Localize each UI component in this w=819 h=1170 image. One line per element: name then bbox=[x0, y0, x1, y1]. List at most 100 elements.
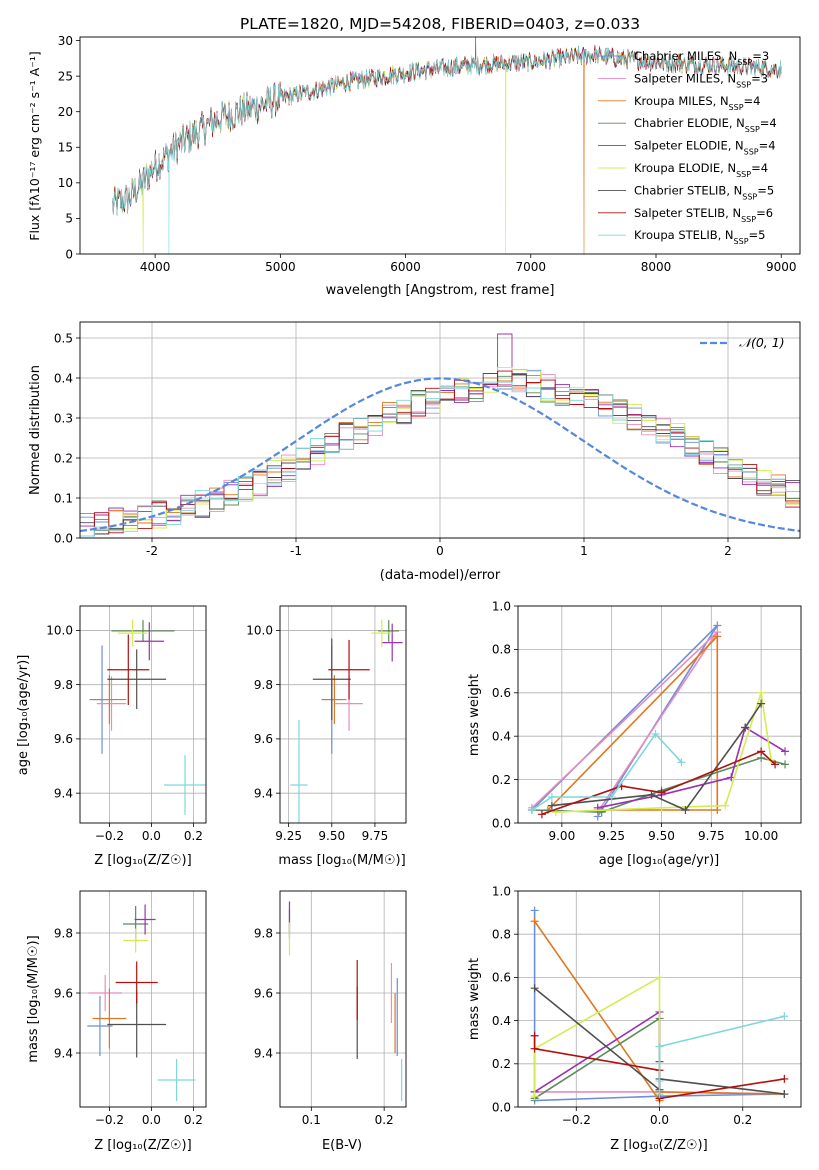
x-tick-label: 9.50 bbox=[648, 829, 675, 843]
histogram-chabrier-stelib bbox=[80, 373, 800, 535]
histogram-kroupa-stelib bbox=[80, 381, 800, 537]
histogram-salpeter-elodie bbox=[80, 333, 800, 527]
plot-area-mass_vs_Z bbox=[87, 904, 196, 1101]
weight-marker-salpeter-stelib bbox=[657, 788, 666, 797]
histogram-salpeter-stelib bbox=[80, 370, 800, 537]
y-tick-label: 9.6 bbox=[254, 732, 273, 746]
weight-line-kroupa-miles bbox=[547, 634, 719, 811]
plot-area-age_vs_Z bbox=[89, 619, 206, 815]
y-tick-label: 10 bbox=[58, 176, 73, 190]
y-tick-label: 9.8 bbox=[254, 678, 273, 692]
x-tick-label: 10.00 bbox=[744, 829, 778, 843]
x-tick-label: 0.2 bbox=[733, 1113, 752, 1127]
y-axis-label: mass weight bbox=[467, 674, 482, 756]
x-tick-label: 9.25 bbox=[598, 829, 625, 843]
y-tick-label: 9.8 bbox=[254, 926, 273, 940]
panel-weight_vs_Z: −0.2 0.0 0.2 0.0 0.2 0.4 0.6 0.8 1.0 Z [log₁₀(Z/Z… bbox=[467, 884, 802, 1153]
chart-panels: 4000 5000 6000 7000 8000 9000051015202530Chab… bbox=[16, 34, 802, 1153]
x-tick-label: 0.0 bbox=[142, 829, 161, 843]
axes-frame bbox=[279, 890, 407, 1108]
y-tick-label: 0.6 bbox=[492, 971, 511, 985]
x-tick-label: 4000 bbox=[140, 260, 171, 274]
spectrum-line-kroupa-stelib bbox=[112, 45, 782, 254]
y-tick-label: 10.0 bbox=[246, 624, 273, 638]
normal-curve bbox=[80, 377, 800, 533]
plot-area-age_vs_mass bbox=[290, 619, 403, 823]
y-tick-label: 1.0 bbox=[492, 884, 511, 898]
y-axis-label: mass weight bbox=[467, 958, 482, 1040]
weight-marker-chabrier-stelib bbox=[530, 984, 539, 993]
weight-line-kroupa-elodie bbox=[533, 976, 661, 1097]
y-axis-label: Flux [fλ10⁻¹⁷ erg cm⁻² s⁻¹ A⁻¹] bbox=[27, 51, 42, 240]
legend-label-normal: 𝒩(0, 1) bbox=[739, 335, 785, 350]
y-tick-label: 9.8 bbox=[54, 678, 73, 692]
weight-marker-salpeter-stelib bbox=[757, 747, 766, 756]
x-axis-label: Z [log₁₀(Z/Z☉)] bbox=[610, 1138, 707, 1153]
x-axis-label: E(B-V) bbox=[322, 1138, 362, 1153]
x-tick-label: 0.2 bbox=[184, 829, 203, 843]
y-tick-label: 0.6 bbox=[492, 686, 511, 700]
weight-marker-chabrier-stelib bbox=[757, 699, 766, 708]
x-tick-label: 1 bbox=[580, 544, 588, 558]
y-tick-label: 1.0 bbox=[492, 599, 511, 613]
y-tick-label: 0.4 bbox=[54, 371, 73, 385]
legend-label-chabrier-stelib: Chabrier STELIB, NSSP=5 bbox=[634, 183, 774, 201]
x-axis-label: wavelength [Angstrom, rest frame] bbox=[326, 283, 555, 298]
x-tick-label: 0.2 bbox=[375, 1113, 394, 1127]
weight-marker-kroupa-stelib bbox=[655, 1090, 664, 1099]
weight-marker-chabrier-stelib bbox=[647, 790, 656, 799]
x-tick-label: -2 bbox=[146, 544, 158, 558]
weight-marker-chabrier-stelib bbox=[780, 1090, 789, 1099]
weight-marker-salpeter-stelib bbox=[530, 1031, 539, 1040]
panel-age_vs_Z: −0.2 0.0 0.2 9.4 9.6 9.8 10.0 Z [log₁₀(Z/Z☉)] ag… bbox=[16, 605, 207, 868]
y-tick-label: 0.5 bbox=[54, 331, 73, 345]
y-tick-label: 0.4 bbox=[492, 1014, 511, 1028]
y-tick-label: 0.0 bbox=[54, 531, 73, 545]
weight-marker-kroupa-elodie bbox=[657, 803, 666, 812]
y-tick-label: 25 bbox=[58, 69, 73, 83]
y-tick-label: 20 bbox=[58, 105, 73, 119]
weight-marker-kroupa-miles bbox=[713, 805, 722, 814]
x-tick-label: 9.25 bbox=[275, 829, 302, 843]
weight-line-kroupa-stelib bbox=[658, 1015, 785, 1094]
x-tick-label: −0.2 bbox=[95, 1113, 124, 1127]
weight-marker-chabrier-stelib bbox=[547, 801, 556, 810]
x-tick-label: 0.1 bbox=[302, 1113, 321, 1127]
weight-marker-kroupa-elodie bbox=[757, 688, 766, 697]
plot-area-mass_vs_ebv bbox=[288, 901, 403, 1101]
y-axis-label: mass [log₁₀(M/M☉)] bbox=[26, 935, 41, 1062]
legend-label-kroupa-stelib: Kroupa STELIB, NSSP=5 bbox=[634, 228, 765, 246]
weight-marker-kroupa-stelib bbox=[655, 1042, 664, 1051]
x-tick-label: 9000 bbox=[766, 260, 797, 274]
weight-marker-kroupa-elodie bbox=[721, 801, 730, 810]
panel-mass_vs_Z: −0.2 0.0 0.2 9.4 9.6 9.8 Z [log₁₀(Z/Z☉)] mass [… bbox=[26, 890, 207, 1153]
x-tick-label: 0 bbox=[436, 544, 444, 558]
weight-marker-kroupa-miles bbox=[713, 632, 722, 641]
weight-line-chabrier-elodie bbox=[534, 1016, 661, 1100]
figure-title: PLATE=1820, MJD=54208, FIBERID=0403, z=0… bbox=[240, 15, 640, 33]
weight-line-salpeter-stelib bbox=[541, 750, 776, 816]
axes-frame bbox=[517, 890, 802, 1108]
weight-marker-kroupa-stelib bbox=[780, 1012, 789, 1021]
legend-label-kroupa-elodie: Kroupa ELODIE, NSSP=4 bbox=[634, 161, 768, 179]
panel-age_vs_mass: 9.25 9.50 9.75 9.4 9.6 9.8 10.0 mass [log₁₀(M/M… bbox=[246, 605, 407, 868]
weight-marker-kroupa-stelib bbox=[607, 792, 616, 801]
y-axis-label: age [log₁₀(age/yr)] bbox=[16, 655, 31, 776]
y-tick-label: 9.4 bbox=[254, 1046, 273, 1060]
weight-marker-salpeter-stelib bbox=[771, 760, 780, 769]
weight-marker-salpeter-stelib bbox=[780, 1074, 789, 1083]
weight-line-chabrier-miles bbox=[533, 910, 785, 1102]
x-axis-label: age [log₁₀(age/yr)] bbox=[599, 853, 720, 868]
weight-marker-chabrier-elodie bbox=[781, 760, 790, 769]
legend-label-kroupa-miles: Kroupa MILES, NSSP=4 bbox=[634, 94, 760, 112]
x-tick-label: 0.0 bbox=[650, 1113, 669, 1127]
y-tick-label: 9.6 bbox=[54, 986, 73, 1000]
axes-frame bbox=[79, 321, 801, 539]
x-tick-label: 6000 bbox=[390, 260, 421, 274]
weight-marker-salpeter-stelib bbox=[530, 1044, 539, 1053]
plot-area-spectrum bbox=[112, 37, 782, 254]
y-tick-label: 0.4 bbox=[492, 730, 511, 744]
y-tick-label: 0.8 bbox=[492, 928, 511, 942]
x-tick-label: 5000 bbox=[265, 260, 296, 274]
